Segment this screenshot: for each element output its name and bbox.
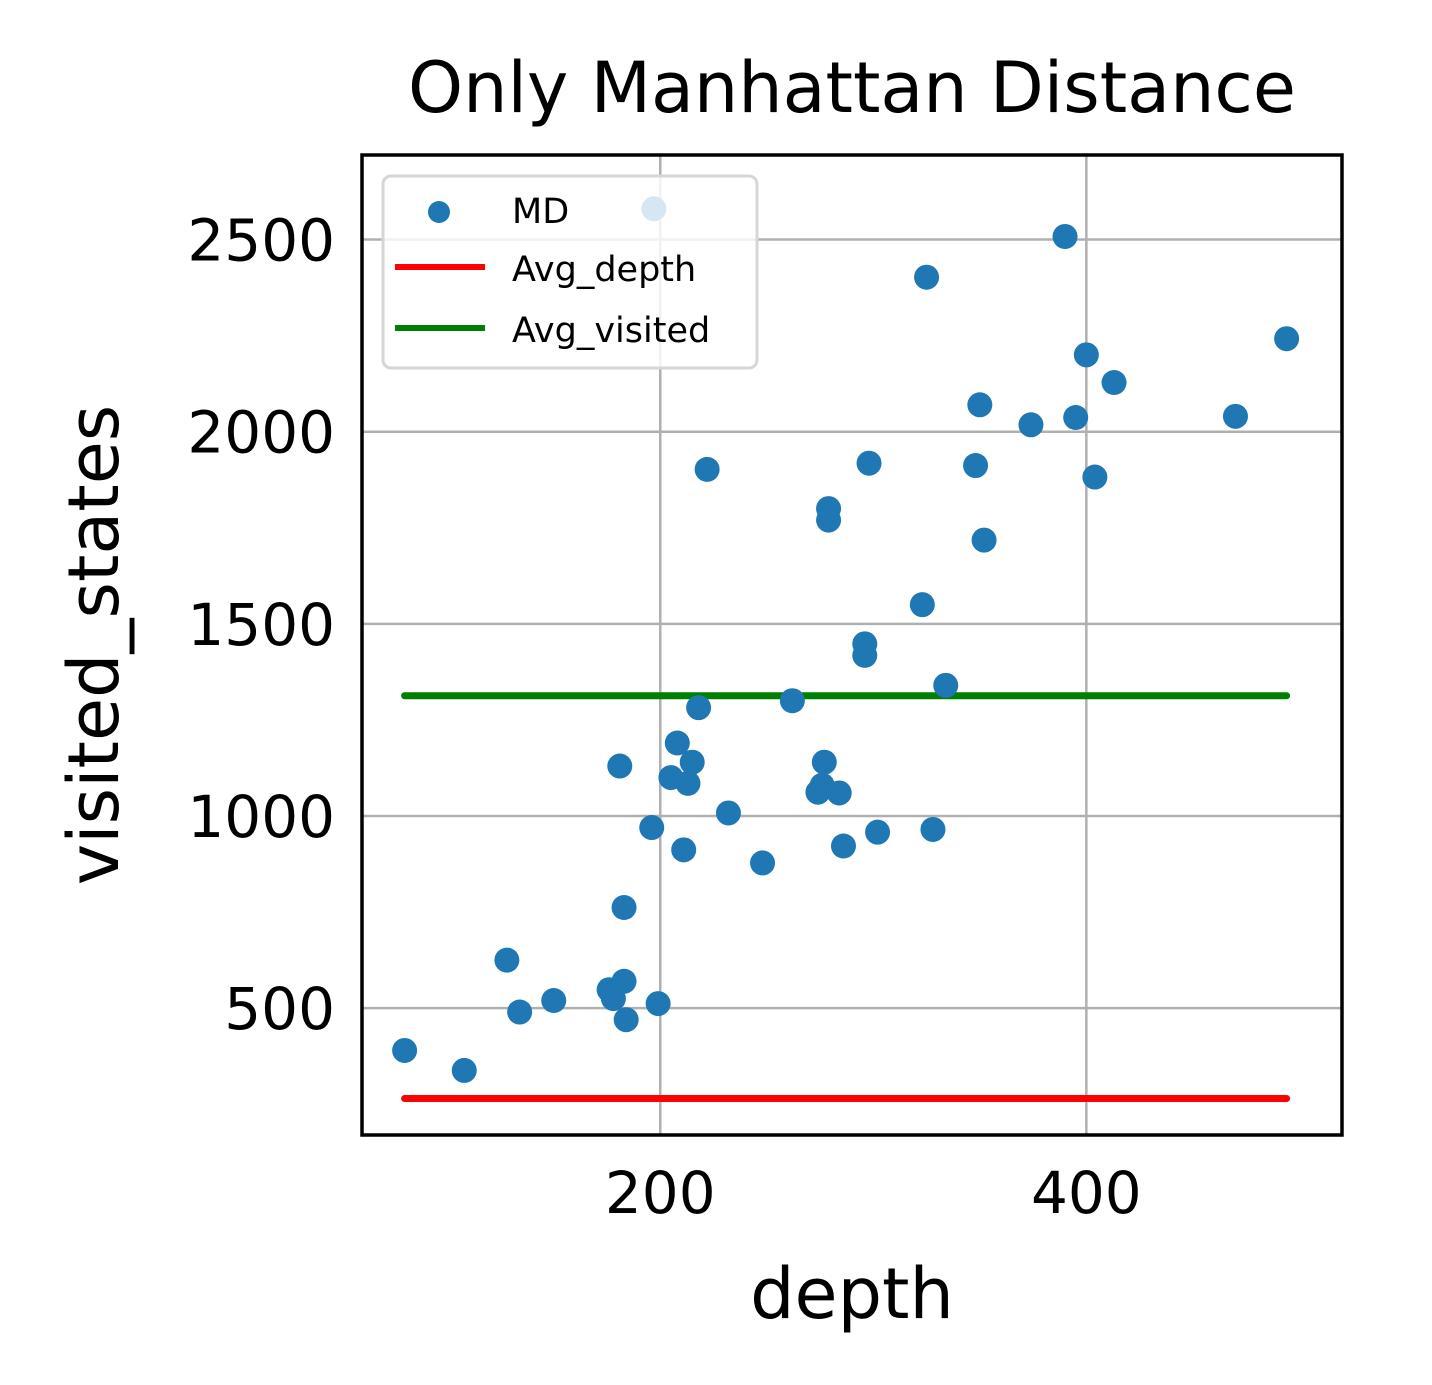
md-point [779,688,805,714]
legend-label-avg-visited: Avg_visited [512,311,710,351]
md-point [607,753,633,779]
y-tick-label: 1000 [187,783,335,851]
md-point [1101,370,1127,396]
y-tick-label: 1500 [187,591,335,659]
y-axis-label: visited_states [53,405,135,886]
md-point [1073,342,1099,368]
md-point [811,749,837,775]
md-point [611,894,637,920]
md-point [613,1007,639,1033]
legend-label-avg-depth: Avg_depth [512,250,696,290]
x-tick-label: 200 [605,1159,716,1227]
md-point [715,800,741,826]
md-point [694,456,720,482]
md-point [1274,326,1300,352]
md-point [675,770,701,796]
md-point [451,1057,477,1083]
md-point [826,780,852,806]
md-point [933,672,959,698]
md-point [816,507,842,533]
md-point [914,264,940,290]
series-lines [401,692,1291,1102]
md-point [830,833,856,859]
md-point [494,947,520,973]
md-point [645,991,671,1017]
legend-label-md: MD [512,192,569,232]
x-tick-label: 400 [1031,1159,1142,1227]
md-point [963,453,989,479]
md-point [686,695,712,721]
md-point [1082,464,1108,490]
md-point [392,1037,418,1063]
axis-ticks: 200 400 500 1000 1500 2000 2500 [187,207,1141,1227]
md-point [1222,403,1248,429]
md-point [865,819,891,845]
y-tick-label: 500 [224,975,335,1043]
legend: MD Avg_depth Avg_visited [381,174,759,370]
md-point [639,815,665,841]
x-axis-label: depth [750,1253,954,1335]
md-point [1052,223,1078,249]
md-point [750,850,776,876]
md-point [507,999,533,1025]
md-point [1018,412,1044,438]
md-point [852,642,878,668]
md-point [671,837,697,863]
md-point [967,392,993,418]
plot-frame [360,153,1344,1137]
md-point [664,730,690,756]
md-point [971,527,997,553]
md-point [679,749,705,775]
y-tick-label: 2500 [187,207,335,275]
md-point [909,592,935,618]
md-point [920,816,946,842]
md-point [1063,404,1089,430]
md-point [611,968,637,994]
chart-title: Only Manhattan Distance [408,47,1296,129]
md-point [856,450,882,476]
md-point [541,987,567,1013]
y-tick-label: 2000 [187,399,335,467]
legend-box [381,174,759,370]
legend-marker-md [428,201,450,223]
scatter-points [392,196,1300,1083]
